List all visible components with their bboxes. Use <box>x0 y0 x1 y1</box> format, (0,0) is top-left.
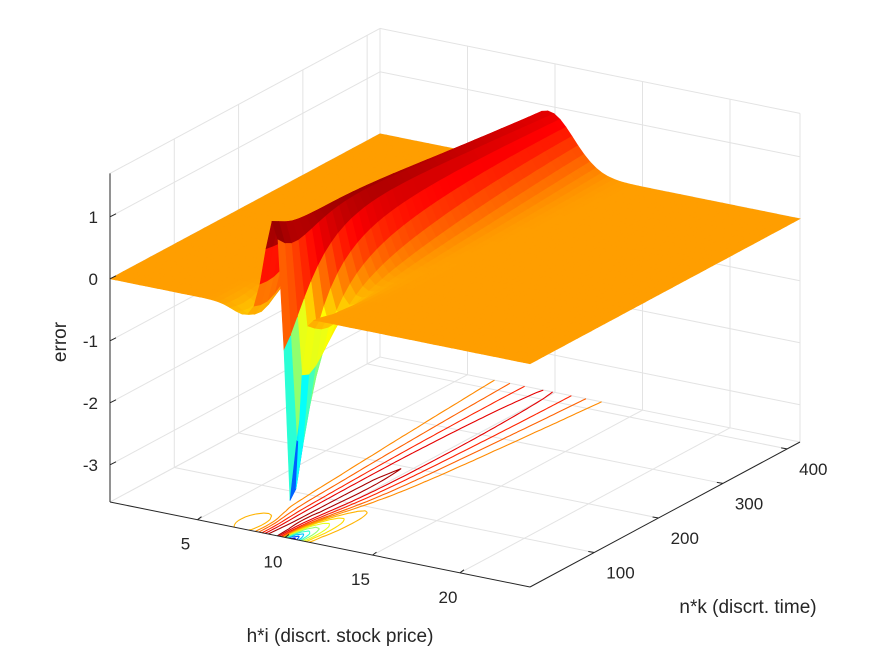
x-gridline <box>197 374 468 521</box>
z-tick-mark <box>109 275 117 280</box>
surface-patch <box>523 358 538 365</box>
z-tick-label: -3 <box>83 456 98 475</box>
z-axis-label: error <box>50 321 71 362</box>
contour-line <box>285 530 311 541</box>
z-tick-mark <box>109 399 117 404</box>
z-tick-label: 1 <box>89 208 98 227</box>
floor-contours <box>233 379 602 543</box>
x-tick-label: 15 <box>351 570 370 589</box>
contour-line <box>268 468 402 537</box>
top-edge <box>379 27 801 114</box>
y-tick-label: 100 <box>606 563 634 582</box>
contour-line <box>233 510 368 543</box>
top-edge <box>109 27 381 174</box>
z-tick-label: 0 <box>89 270 98 289</box>
y-gridline <box>302 397 723 484</box>
tick-labels: 5 10 15 20 100 200 300 400 -3 -2 -1 0 1 <box>83 208 828 607</box>
z-tick-mark <box>109 461 117 466</box>
z-tick-label: -1 <box>83 332 98 351</box>
error-surface <box>109 110 801 501</box>
z-gridline <box>379 71 801 158</box>
contour-line <box>288 535 300 541</box>
y-tick-mark <box>781 447 788 450</box>
y-gridline <box>174 466 595 553</box>
y-gridline <box>238 432 659 519</box>
y-axis-label: n*k (discrt. time) <box>679 597 816 618</box>
x-tick-mark <box>197 516 202 521</box>
y-tick-label: 400 <box>799 460 827 479</box>
y-tick-mark <box>716 481 723 484</box>
y-gridline <box>367 363 788 450</box>
contour-line <box>255 379 602 538</box>
floor-edge <box>379 356 801 443</box>
x-gridline <box>372 409 643 556</box>
x-axis-label: h*i (discrt. stock price) <box>247 626 434 647</box>
contour-line <box>264 389 553 537</box>
x-gridline <box>459 427 731 574</box>
y-tick-mark <box>652 516 659 519</box>
y-tick-label: 200 <box>671 529 699 548</box>
contour-line <box>261 385 572 537</box>
z-gridline <box>109 319 381 466</box>
y-tick-label: 300 <box>735 494 763 513</box>
z-tick-mark <box>109 337 117 342</box>
z-tick-label: -2 <box>83 394 98 413</box>
x-tick-mark <box>284 534 290 538</box>
x-axis-line <box>109 501 531 588</box>
z-gridline <box>109 71 381 218</box>
z-tick-mark <box>109 213 117 218</box>
y-axis-line <box>529 441 801 588</box>
x-tick-label: 20 <box>439 588 458 607</box>
y-tick-mark <box>588 550 595 553</box>
x-tick-mark <box>372 551 377 556</box>
x-tick-label: 5 <box>181 535 190 554</box>
contour-line <box>287 533 305 541</box>
contour-line <box>258 382 587 538</box>
x-tick-label: 10 <box>264 552 283 571</box>
floor-edge <box>109 356 381 503</box>
x-tick-mark <box>459 569 465 574</box>
